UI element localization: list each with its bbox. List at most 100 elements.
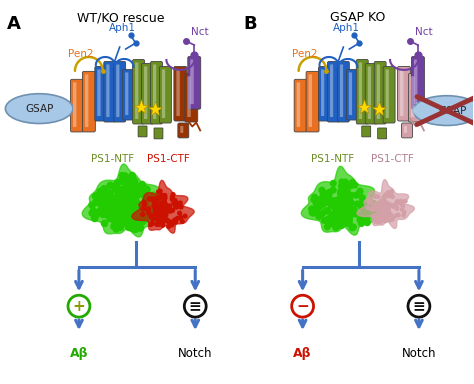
Circle shape <box>168 209 173 214</box>
Circle shape <box>108 200 115 208</box>
Circle shape <box>149 213 155 218</box>
Circle shape <box>112 201 120 209</box>
Circle shape <box>386 190 391 195</box>
Circle shape <box>130 197 137 205</box>
Circle shape <box>99 188 107 196</box>
Circle shape <box>168 207 173 212</box>
Circle shape <box>358 205 365 212</box>
FancyBboxPatch shape <box>306 71 319 132</box>
Circle shape <box>157 189 163 194</box>
Circle shape <box>340 195 347 202</box>
Circle shape <box>156 222 161 227</box>
Circle shape <box>122 186 130 194</box>
Circle shape <box>383 204 387 209</box>
Circle shape <box>137 205 145 213</box>
Circle shape <box>106 211 113 218</box>
Circle shape <box>350 223 357 230</box>
Circle shape <box>341 194 348 201</box>
Circle shape <box>359 194 366 201</box>
Circle shape <box>337 200 344 208</box>
Circle shape <box>324 198 331 205</box>
FancyBboxPatch shape <box>154 128 163 139</box>
Circle shape <box>311 194 318 201</box>
FancyBboxPatch shape <box>365 63 377 124</box>
Circle shape <box>99 210 107 218</box>
Circle shape <box>160 223 165 228</box>
Circle shape <box>163 204 168 209</box>
Circle shape <box>105 204 113 212</box>
Circle shape <box>346 216 353 223</box>
Circle shape <box>100 185 108 192</box>
Circle shape <box>310 210 317 217</box>
Circle shape <box>383 209 388 214</box>
Circle shape <box>146 206 151 212</box>
Circle shape <box>174 204 180 210</box>
FancyBboxPatch shape <box>73 82 76 127</box>
Circle shape <box>338 202 346 209</box>
Circle shape <box>316 211 323 218</box>
Circle shape <box>177 210 182 216</box>
Circle shape <box>339 196 346 203</box>
Circle shape <box>379 209 383 214</box>
Circle shape <box>143 185 151 193</box>
Circle shape <box>381 195 386 200</box>
Circle shape <box>318 187 326 194</box>
Circle shape <box>344 194 351 200</box>
Circle shape <box>162 193 167 198</box>
Circle shape <box>151 203 156 209</box>
Circle shape <box>161 207 166 212</box>
FancyBboxPatch shape <box>374 61 386 124</box>
Circle shape <box>138 218 146 226</box>
Circle shape <box>155 217 160 222</box>
Circle shape <box>160 206 165 211</box>
Circle shape <box>364 208 371 215</box>
Circle shape <box>400 207 405 212</box>
Circle shape <box>359 216 366 223</box>
Circle shape <box>140 209 147 217</box>
Circle shape <box>117 207 125 214</box>
Circle shape <box>121 201 129 209</box>
FancyBboxPatch shape <box>340 65 343 117</box>
FancyBboxPatch shape <box>346 70 358 120</box>
Circle shape <box>383 204 387 209</box>
Circle shape <box>384 205 389 210</box>
Circle shape <box>338 201 346 209</box>
Circle shape <box>96 194 104 202</box>
Circle shape <box>101 207 109 215</box>
FancyBboxPatch shape <box>398 66 410 121</box>
Circle shape <box>118 215 125 223</box>
FancyBboxPatch shape <box>123 70 135 120</box>
Circle shape <box>337 201 345 209</box>
Text: Aβ: Aβ <box>293 347 312 360</box>
Circle shape <box>162 201 167 206</box>
Circle shape <box>359 204 366 211</box>
Circle shape <box>371 204 375 208</box>
Circle shape <box>378 219 383 223</box>
Circle shape <box>173 220 178 225</box>
Circle shape <box>337 199 344 207</box>
Circle shape <box>335 199 342 205</box>
Circle shape <box>130 207 138 214</box>
Circle shape <box>161 207 166 212</box>
FancyBboxPatch shape <box>142 63 154 124</box>
FancyBboxPatch shape <box>377 65 380 119</box>
Circle shape <box>117 218 125 225</box>
Circle shape <box>402 210 407 214</box>
Circle shape <box>152 202 157 207</box>
Circle shape <box>137 224 144 232</box>
Circle shape <box>118 200 126 208</box>
Circle shape <box>342 206 349 214</box>
Circle shape <box>120 200 128 208</box>
Circle shape <box>128 204 137 212</box>
Circle shape <box>128 190 136 198</box>
Circle shape <box>383 206 388 211</box>
Circle shape <box>124 205 131 213</box>
Circle shape <box>138 180 146 188</box>
FancyBboxPatch shape <box>356 60 368 124</box>
Circle shape <box>379 204 384 209</box>
Circle shape <box>339 205 346 212</box>
FancyBboxPatch shape <box>294 79 307 132</box>
Circle shape <box>343 204 350 211</box>
Circle shape <box>96 188 104 195</box>
Circle shape <box>148 207 156 215</box>
